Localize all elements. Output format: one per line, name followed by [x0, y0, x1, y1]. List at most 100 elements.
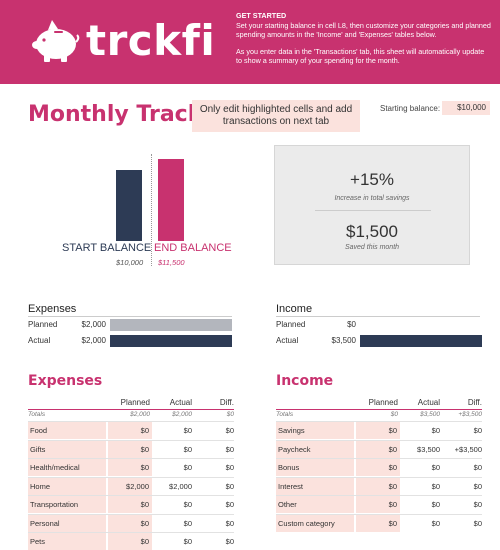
expenses-diff-cell: $0: [225, 463, 234, 472]
expenses-col-planned: Planned: [120, 398, 150, 407]
expenses-category-cell[interactable]: Transportation: [28, 496, 106, 513]
expenses-category-cell[interactable]: Home: [28, 477, 106, 495]
expenses-table-title: Expenses: [28, 373, 103, 389]
expenses-category-cell[interactable]: Pets: [28, 533, 106, 550]
expenses-summary-heading: Expenses: [28, 303, 77, 315]
chart-value-end: $11,500: [158, 258, 185, 267]
savings-divider: [315, 210, 431, 211]
expenses-category-cell[interactable]: Personal: [28, 514, 106, 532]
get-started-instructions: GET STARTED Set your starting balance in…: [236, 11, 492, 73]
chart-label-end: END BALANCE: [154, 242, 232, 254]
savings-summary: +15% Increase in total savings $1,500 Sa…: [274, 145, 470, 265]
expenses-actual-cell: $0: [183, 518, 192, 528]
expenses-category-cell[interactable]: Food: [28, 422, 106, 439]
income-summary-heading: Income: [276, 303, 313, 315]
income-diff-cell: $0: [473, 500, 482, 509]
income-category-cell[interactable]: Custom category: [276, 514, 354, 532]
income-table-title: Income: [276, 373, 334, 389]
income-actual-cell: $3,500: [417, 444, 440, 454]
expenses-planned-value: $2,000: [81, 320, 106, 329]
expenses-planned-cell[interactable]: $0: [108, 496, 152, 513]
expenses-actual-value: $2,000: [81, 336, 106, 345]
income-actual-cell: $0: [431, 463, 440, 472]
expenses-diff-cell: $0: [225, 444, 234, 454]
table-row: Transportation $0 $0 $0: [28, 495, 234, 513]
starting-balance-input[interactable]: $10,000: [442, 101, 490, 115]
expenses-planned-cell[interactable]: $2,000: [108, 477, 152, 495]
expenses-diff-cell: $0: [225, 518, 234, 528]
savings-amount: $1,500: [346, 222, 398, 241]
income-category-cell[interactable]: Other: [276, 496, 354, 513]
income-planned-cell[interactable]: $0: [356, 459, 400, 476]
logo-wordmark: trckfi: [86, 16, 216, 65]
savings-percent: +15%: [350, 170, 394, 189]
expenses-planned-cell[interactable]: $0: [108, 533, 152, 550]
income-planned-cell[interactable]: $0: [356, 514, 400, 532]
expenses-actual-cell: $2,000: [169, 481, 192, 491]
income-totals-label: Totals: [276, 411, 294, 418]
income-planned-cell[interactable]: $0: [356, 422, 400, 439]
get-started-heading: GET STARTED: [236, 11, 287, 20]
income-total-actual: $3,500: [420, 411, 440, 418]
table-row: Interest $0 $0 $0: [276, 476, 482, 495]
expenses-planned-label: Planned: [28, 320, 58, 329]
chart-bar-start: [116, 170, 142, 241]
expenses-actual-label: Actual: [28, 336, 51, 345]
income-actual-cell: $0: [431, 481, 440, 491]
income-diff-cell: $0: [473, 518, 482, 528]
expenses-summary-rule: [28, 316, 232, 317]
table-row: Personal $0 $0 $0: [28, 513, 234, 532]
table-row: Other $0 $0 $0: [276, 495, 482, 513]
income-category-cell[interactable]: Interest: [276, 477, 354, 495]
table-row: Health/medical $0 $0 $0: [28, 458, 234, 476]
chart-label-start: START BALANCE: [62, 242, 152, 254]
income-actual-value: $3,500: [331, 336, 356, 345]
income-planned-cell[interactable]: $0: [356, 477, 400, 495]
table-row: Pets $0 $0 $0: [28, 532, 234, 550]
expenses-actual-cell: $0: [183, 426, 192, 435]
expenses-actual-cell: $0: [183, 500, 192, 509]
instruction-line-1: Set your starting balance in cell L8, th…: [236, 21, 491, 39]
table-row: Food $0 $0 $0: [28, 421, 234, 439]
table-row: Paycheck $0 $3,500 +$3,500: [276, 439, 482, 458]
expenses-actual-cell: $0: [183, 463, 192, 472]
income-header-rule: [276, 409, 482, 410]
income-diff-cell: +$3,500: [454, 444, 482, 454]
chart-bar-end: [158, 159, 184, 241]
expenses-diff-cell: $0: [225, 481, 234, 491]
expenses-planned-bar: [110, 319, 232, 331]
table-row: Home $2,000 $2,000 $0: [28, 476, 234, 495]
expenses-planned-cell[interactable]: $0: [108, 459, 152, 476]
table-row: Gifts $0 $0 $0: [28, 439, 234, 458]
income-total-planned: $0: [390, 411, 398, 418]
income-actual-bar: [360, 335, 482, 347]
instruction-line-2: As you enter data in the 'Transactions' …: [236, 47, 485, 65]
expenses-header-rule: [28, 409, 234, 410]
expenses-diff-cell: $0: [225, 500, 234, 509]
expenses-actual-cell: $0: [183, 537, 192, 546]
table-row: Savings $0 $0 $0: [276, 421, 482, 439]
expenses-diff-cell: $0: [225, 426, 234, 435]
expenses-category-cell[interactable]: Health/medical: [28, 459, 106, 476]
income-category-cell[interactable]: Paycheck: [276, 440, 354, 458]
table-row: Custom category $0 $0 $0: [276, 513, 482, 532]
income-total-diff: +$3,500: [458, 411, 482, 418]
expenses-planned-cell[interactable]: $0: [108, 422, 152, 439]
income-category-cell[interactable]: Bonus: [276, 459, 354, 476]
income-diff-cell: $0: [473, 481, 482, 491]
income-planned-cell[interactable]: $0: [356, 440, 400, 458]
income-category-cell[interactable]: Savings: [276, 422, 354, 439]
income-diff-cell: $0: [473, 463, 482, 472]
chart-divider: [151, 154, 152, 266]
table-row: Bonus $0 $0 $0: [276, 458, 482, 476]
expenses-total-diff: $0: [226, 411, 234, 418]
expenses-actual-cell: $0: [183, 444, 192, 454]
expenses-category-cell[interactable]: Gifts: [28, 440, 106, 458]
income-planned-cell[interactable]: $0: [356, 496, 400, 513]
expenses-planned-cell[interactable]: $0: [108, 440, 152, 458]
expenses-diff-cell: $0: [225, 537, 234, 546]
expenses-planned-cell[interactable]: $0: [108, 514, 152, 532]
balance-chart: START BALANCE $10,000 END BALANCE $11,500: [60, 150, 260, 275]
brand-logo: trckfi: [28, 14, 218, 70]
savings-percent-label: Increase in total savings: [334, 195, 410, 202]
